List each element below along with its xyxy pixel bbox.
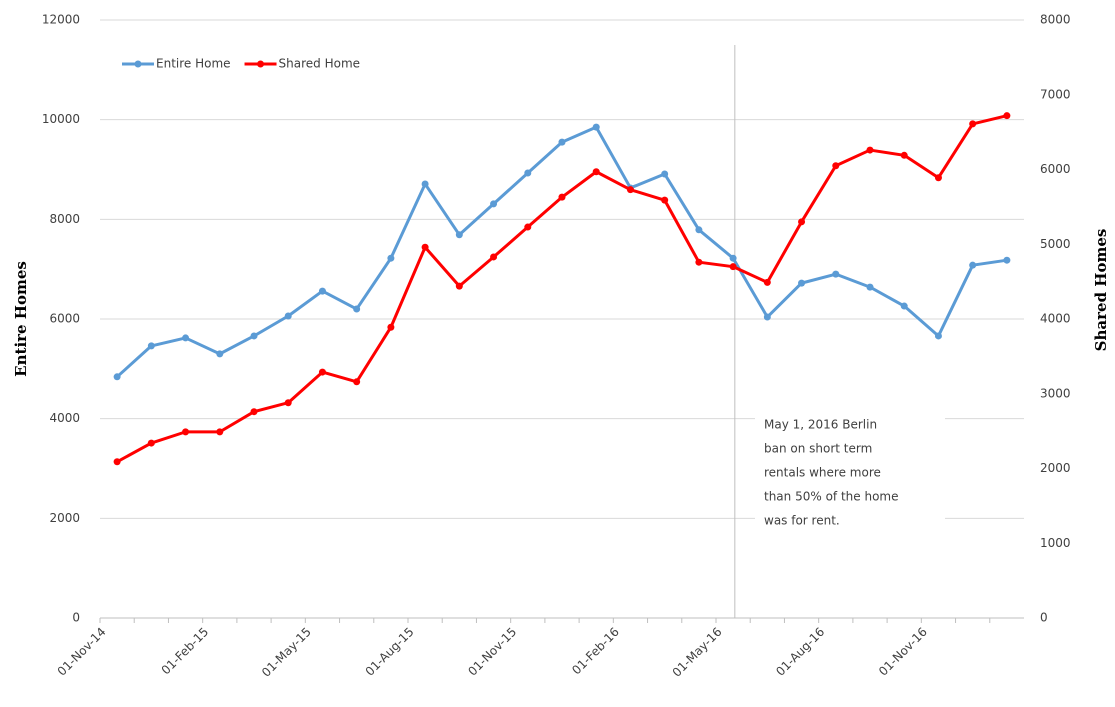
point: [934, 174, 942, 182]
point: [798, 218, 806, 226]
point: [147, 342, 155, 350]
point: [969, 120, 977, 128]
point: [1003, 112, 1011, 120]
point: [592, 168, 600, 176]
point: [284, 312, 292, 320]
y2-tick-label: 8000: [1040, 13, 1071, 27]
y2-tick-label: 0: [1040, 611, 1048, 625]
y2-tick-label: 4000: [1040, 312, 1071, 326]
point: [695, 258, 703, 266]
point: [729, 263, 737, 271]
point: [1003, 256, 1011, 264]
point: [626, 186, 634, 194]
point: [490, 253, 498, 261]
y-tick-label: 4000: [49, 411, 80, 425]
y2-tick-label: 6000: [1040, 162, 1071, 176]
point: [353, 305, 361, 313]
point: [455, 282, 463, 290]
point: [661, 170, 669, 178]
legend-label: Entire Home: [156, 57, 231, 71]
point: [455, 231, 463, 239]
point: [524, 223, 532, 231]
annotation-text: May 1, 2016 Berlin: [764, 418, 877, 432]
point: [182, 334, 190, 342]
point: [284, 399, 292, 407]
point: [934, 332, 942, 340]
point: [661, 196, 669, 204]
point: [763, 313, 771, 321]
annotation-text: was for rent.: [764, 514, 840, 528]
x-tick-label: 01-Nov-14: [55, 625, 109, 679]
point: [387, 323, 395, 331]
legend-label: Shared Home: [279, 57, 361, 71]
point: [695, 226, 703, 234]
point: [216, 350, 224, 358]
point: [353, 378, 361, 386]
point: [969, 261, 977, 269]
y2-tick-label: 2000: [1040, 461, 1071, 475]
x-tick-label: 01-Aug-16: [773, 625, 827, 679]
point: [866, 146, 874, 154]
point: [318, 287, 326, 295]
y2-tick-label: 7000: [1040, 87, 1071, 101]
x-tick-label: 01-May-15: [259, 625, 314, 680]
point: [900, 302, 908, 310]
annotation-text: rentals where more: [764, 466, 881, 480]
point: [182, 428, 190, 436]
point: [524, 169, 532, 177]
point: [387, 254, 395, 262]
point: [421, 243, 429, 251]
point: [113, 458, 121, 466]
legend-item: Shared Home: [244, 57, 361, 71]
legend-marker: [134, 60, 142, 68]
y-tick-label: 0: [72, 611, 80, 625]
point: [250, 408, 258, 416]
y-tick-label: 8000: [49, 212, 80, 226]
point: [729, 254, 737, 262]
point: [558, 138, 566, 146]
point: [798, 279, 806, 287]
y-tick-label: 12000: [42, 13, 80, 27]
x-tick-label: 01-Feb-15: [159, 625, 212, 678]
legend-marker: [257, 60, 265, 68]
point: [558, 193, 566, 201]
point: [113, 373, 121, 381]
y-tick-label: 2000: [49, 511, 80, 525]
point: [250, 332, 258, 340]
point: [421, 180, 429, 188]
x-tick-label: 01-Nov-15: [465, 625, 519, 679]
series-line: [116, 125, 1008, 378]
point: [147, 439, 155, 447]
point: [832, 162, 840, 170]
point: [592, 123, 600, 131]
y-tick-label: 6000: [49, 312, 80, 326]
point: [832, 270, 840, 278]
legend-item: Entire Home: [122, 57, 231, 71]
x-tick-label: 01-May-16: [670, 625, 725, 680]
point: [866, 283, 874, 291]
y2-tick-label: 3000: [1040, 386, 1071, 400]
annotation-text: than 50% of the home: [764, 490, 898, 504]
y-axis-title: Entire Homes: [12, 261, 30, 377]
y2-tick-label: 1000: [1040, 536, 1071, 550]
x-tick-label: 01-Feb-16: [569, 625, 622, 678]
point: [763, 278, 771, 286]
y2-axis-title: Shared Homes: [1092, 229, 1110, 352]
y2-tick-label: 5000: [1040, 237, 1071, 251]
y-tick-label: 10000: [42, 112, 80, 126]
annotation-text: ban on short term: [764, 442, 872, 456]
point: [490, 200, 498, 208]
x-tick-label: 01-Nov-16: [876, 625, 930, 679]
annotation-box: [755, 405, 945, 543]
point: [900, 151, 908, 159]
point: [318, 368, 326, 376]
point: [216, 428, 224, 436]
x-tick-label: 01-Aug-15: [363, 625, 417, 679]
